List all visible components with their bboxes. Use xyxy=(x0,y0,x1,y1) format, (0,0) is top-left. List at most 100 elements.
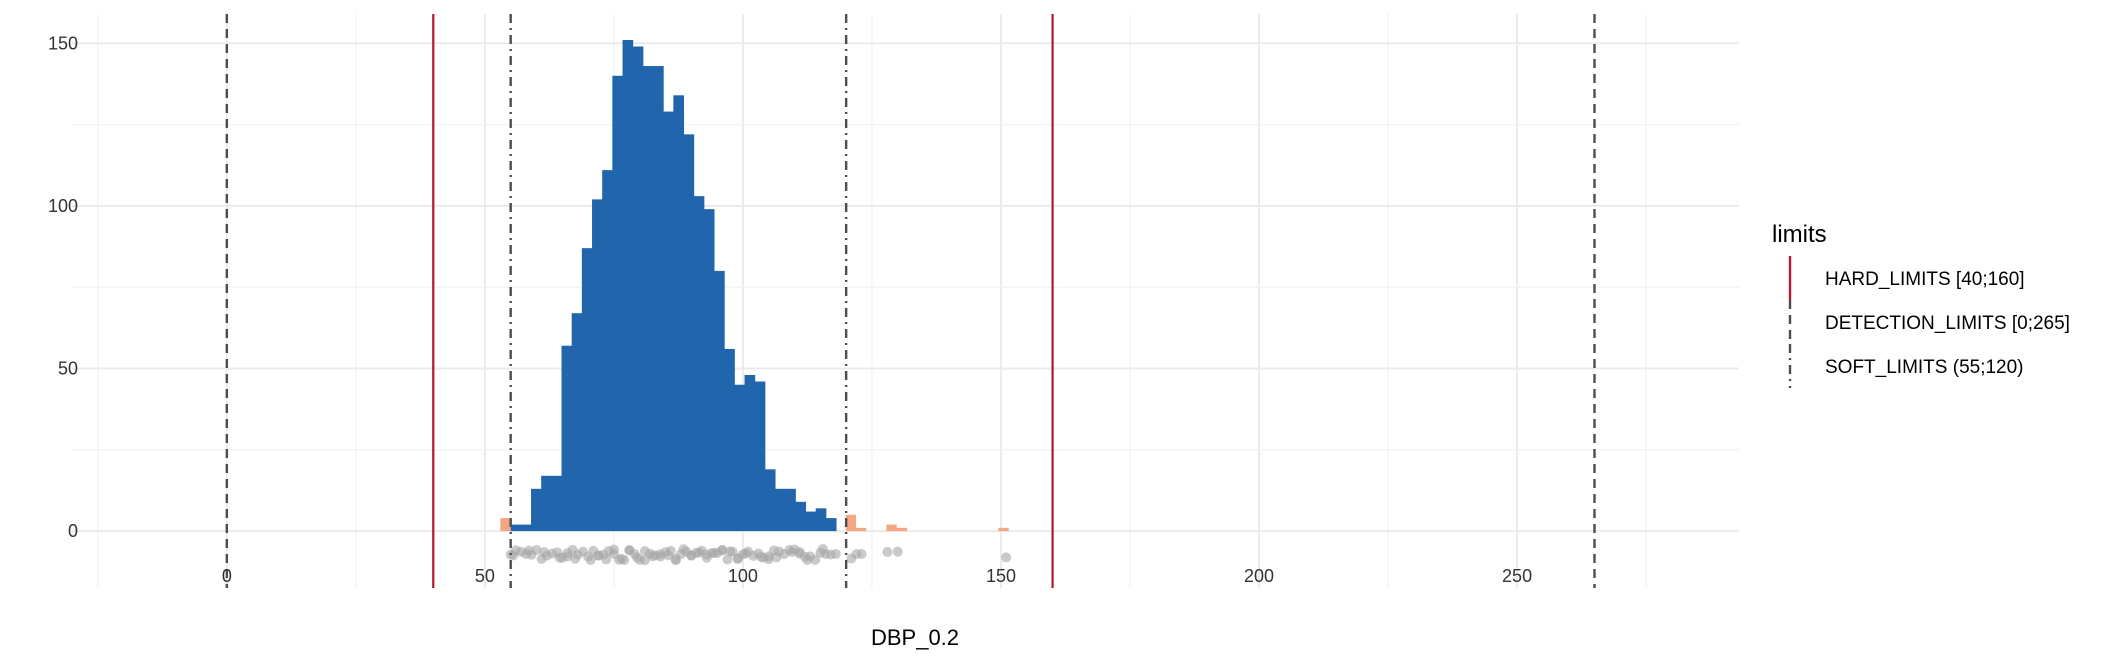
histogram-bar xyxy=(815,508,827,532)
jitter-point xyxy=(554,552,565,563)
histogram-bar xyxy=(734,384,746,532)
histogram-bar xyxy=(642,66,654,532)
histogram-bar xyxy=(764,469,776,532)
histogram-bar xyxy=(581,248,593,532)
jitter-point xyxy=(763,554,774,565)
jitter-point xyxy=(678,544,689,555)
jitter-point xyxy=(562,548,573,559)
outlier-bar xyxy=(998,527,1009,532)
outlier-bar xyxy=(896,527,908,532)
jitter-point xyxy=(882,546,893,557)
jitter-point xyxy=(663,550,674,561)
histogram-bar xyxy=(663,111,674,532)
jitter-points xyxy=(505,544,1012,566)
reference-lines xyxy=(225,14,1596,588)
histogram-bar xyxy=(775,488,786,532)
histogram-bar xyxy=(592,199,603,532)
jitter-point xyxy=(810,554,821,565)
jitter-point xyxy=(892,546,903,557)
x-tick-label: 150 xyxy=(986,566,1016,586)
x-tick-label: 250 xyxy=(1502,566,1532,586)
x-tick-label: 200 xyxy=(1244,566,1274,586)
outlier-bar xyxy=(846,514,856,532)
jitter-point xyxy=(771,552,782,563)
y-tick-label: 50 xyxy=(58,358,78,378)
histogram-bar xyxy=(825,518,837,532)
jitter-point xyxy=(523,545,534,556)
legend-label: HARD_LIMITS [40;160] xyxy=(1825,269,2025,290)
outlier-bar xyxy=(500,518,511,532)
jitter-point xyxy=(655,549,666,560)
outlier-bar xyxy=(855,527,867,532)
histogram-bar xyxy=(673,95,685,532)
y-axis-ticks: 0 50 100 150 xyxy=(48,33,78,541)
jitter-point xyxy=(531,544,542,555)
histogram-bars xyxy=(510,40,837,532)
jitter-point xyxy=(740,548,751,559)
jitter-point xyxy=(539,547,550,558)
jitter-point xyxy=(717,545,728,556)
histogram-bar xyxy=(622,40,634,532)
jitter-point xyxy=(1001,552,1012,563)
y-tick-label: 150 xyxy=(48,33,78,53)
histogram-bar xyxy=(785,488,796,532)
jitter-point xyxy=(670,553,681,564)
legend-title: limits xyxy=(1772,221,1827,248)
histogram-bar xyxy=(531,488,542,532)
x-tick-label: 0 xyxy=(222,566,232,586)
histogram-bar xyxy=(561,345,573,532)
jitter-point xyxy=(639,555,650,566)
histogram-bar xyxy=(632,46,644,532)
jitter-point xyxy=(608,548,619,559)
histogram-bar xyxy=(520,524,532,532)
histogram-bar xyxy=(714,270,725,532)
histogram-bar xyxy=(693,196,705,532)
jitter-point xyxy=(856,548,867,559)
histogram-bar xyxy=(602,170,613,532)
jitter-point xyxy=(601,554,612,565)
histogram-bar xyxy=(683,134,695,532)
grid xyxy=(72,14,1739,588)
jitter-point xyxy=(830,548,841,559)
jitter-point xyxy=(694,547,705,558)
jitter-point xyxy=(709,548,720,559)
jitter-point xyxy=(817,544,828,555)
jitter-point xyxy=(786,547,797,558)
histogram-bar xyxy=(744,374,756,532)
histogram-bar xyxy=(551,475,563,532)
y-tick-label: 100 xyxy=(48,196,78,216)
jitter-point xyxy=(624,544,635,555)
jitter-point xyxy=(732,553,743,564)
x-tick-label: 50 xyxy=(475,566,495,586)
x-axis-ticks: 0 50 100 150 200 250 xyxy=(222,566,1532,586)
outlier-bars xyxy=(500,514,1009,532)
histogram-bar xyxy=(653,66,664,532)
jitter-point xyxy=(616,553,627,564)
histogram-bar xyxy=(571,313,583,532)
legend-label: DETECTION_LIMITS [0;265] xyxy=(1825,313,2070,334)
y-tick-label: 0 xyxy=(68,521,78,541)
jitter-point xyxy=(585,554,596,565)
histogram-bar xyxy=(510,524,522,532)
jitter-point xyxy=(686,550,697,561)
outlier-bar xyxy=(886,524,897,532)
histogram-bar xyxy=(541,475,552,532)
jitter-point xyxy=(755,551,766,562)
jitter-point xyxy=(794,546,805,557)
jitter-point xyxy=(647,551,658,562)
jitter-point xyxy=(632,552,643,563)
jitter-point xyxy=(802,554,813,565)
histogram-bar xyxy=(795,501,807,532)
histogram-bar xyxy=(724,348,735,532)
histogram-bar xyxy=(703,209,715,532)
jitter-point xyxy=(725,546,736,557)
legend-label: SOFT_LIMITS (55;120) xyxy=(1825,357,2024,378)
histogram-bar xyxy=(754,381,766,532)
x-tick-label: 100 xyxy=(728,566,758,586)
jitter-point xyxy=(722,554,733,565)
jitter-point xyxy=(593,550,604,561)
histogram-bar xyxy=(805,511,817,532)
legend: limits HARD_LIMITS [40;160] DETECTION_LIM… xyxy=(1772,221,2070,388)
jitter-point xyxy=(570,553,581,564)
